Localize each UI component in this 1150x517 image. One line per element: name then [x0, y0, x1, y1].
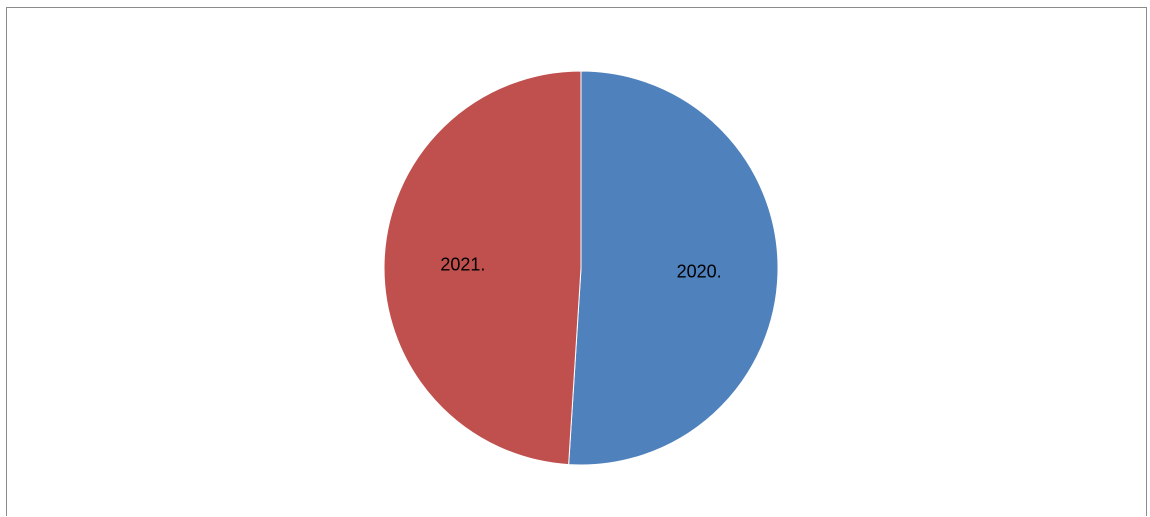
pie-labels: 2020. 2021.: [440, 254, 721, 281]
pie-slice-1: [568, 70, 779, 466]
pie-slice-label-2: 2021.: [440, 254, 485, 274]
pie-slices: [383, 70, 779, 466]
pie-slice-2: [383, 70, 582, 466]
pie-slice-label-1: 2020.: [677, 262, 722, 282]
